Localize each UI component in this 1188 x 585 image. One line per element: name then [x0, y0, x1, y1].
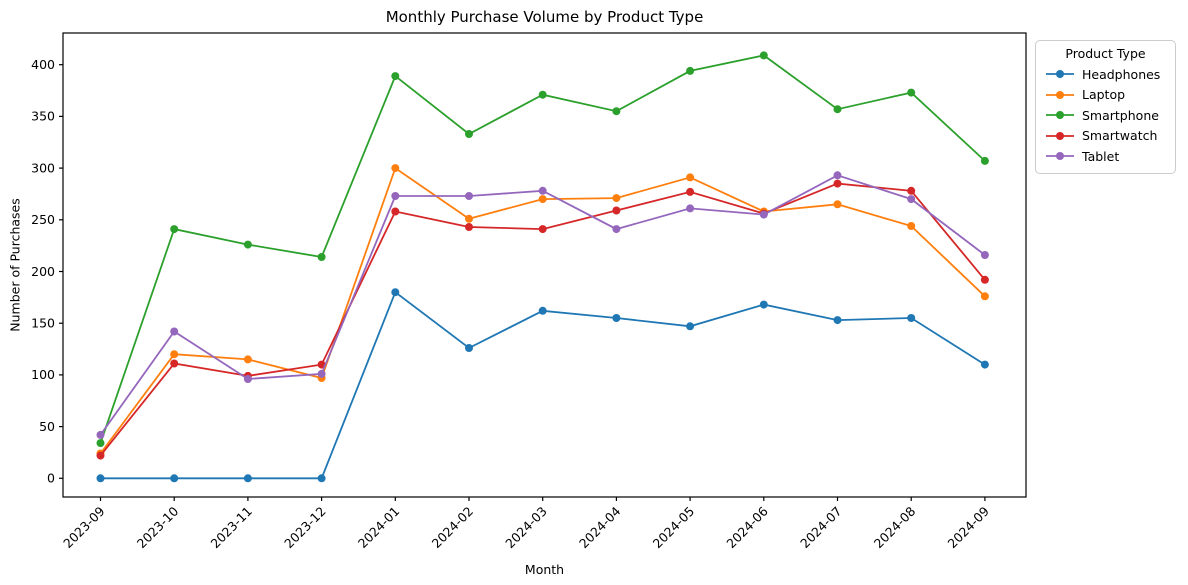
svg-text:50: 50 [39, 419, 55, 434]
legend-line-marker-icon [1046, 90, 1074, 99]
legend-label: Smartphone [1082, 107, 1159, 123]
legend-label: Smartwatch [1082, 128, 1158, 144]
svg-text:2024-09: 2024-09 [944, 503, 992, 551]
legend-item-tablet: Tablet [1045, 146, 1166, 167]
svg-text:2023-12: 2023-12 [281, 504, 329, 552]
svg-text:2024-07: 2024-07 [797, 504, 845, 552]
svg-text:100: 100 [31, 367, 55, 382]
svg-text:2024-04: 2024-04 [576, 503, 624, 551]
y-axis-label: Number of Purchases [7, 198, 23, 332]
legend-item-smartwatch: Smartwatch [1045, 126, 1166, 147]
svg-text:2024-02: 2024-02 [429, 504, 477, 552]
legend-line-marker-icon [1046, 152, 1074, 161]
legend-label: Headphones [1082, 66, 1161, 82]
legend-label: Tablet [1082, 148, 1120, 164]
legend-line-marker-icon [1046, 111, 1074, 120]
chart-title: Monthly Purchase Volume by Product Type [385, 8, 704, 26]
svg-text:300: 300 [31, 160, 55, 175]
svg-text:2023-10: 2023-10 [134, 503, 182, 551]
legend-items: Headphones Laptop Smartphone Smartwatch Tabl… [1045, 64, 1166, 167]
svg-text:2024-01: 2024-01 [355, 504, 403, 552]
svg-text:350: 350 [31, 109, 55, 124]
svg-text:2024-06: 2024-06 [723, 503, 771, 551]
x-axis-label: Month [524, 562, 565, 577]
svg-text:150: 150 [31, 316, 55, 331]
svg-text:2024-08: 2024-08 [871, 503, 919, 551]
legend-title: Product Type [1065, 46, 1146, 61]
svg-text:2024-03: 2024-03 [502, 504, 550, 552]
svg-text:200: 200 [31, 264, 55, 279]
legend-label: Laptop [1082, 87, 1126, 103]
legend-line-marker-icon [1046, 131, 1074, 140]
svg-text:2023-11: 2023-11 [207, 504, 255, 552]
svg-text:400: 400 [31, 57, 55, 72]
legend-line-marker-icon [1046, 70, 1074, 79]
svg-text:250: 250 [31, 212, 55, 227]
svg-text:2024-05: 2024-05 [650, 504, 698, 552]
legend-item-smartphone: Smartphone [1045, 105, 1166, 126]
legend-item-laptop: Laptop [1045, 85, 1166, 106]
svg-text:0: 0 [47, 471, 55, 486]
legend: Product Type Headphones Laptop Smartphone S… [1035, 40, 1176, 174]
svg-text:2023-09: 2023-09 [60, 503, 108, 551]
legend-item-headphones: Headphones [1045, 64, 1166, 85]
